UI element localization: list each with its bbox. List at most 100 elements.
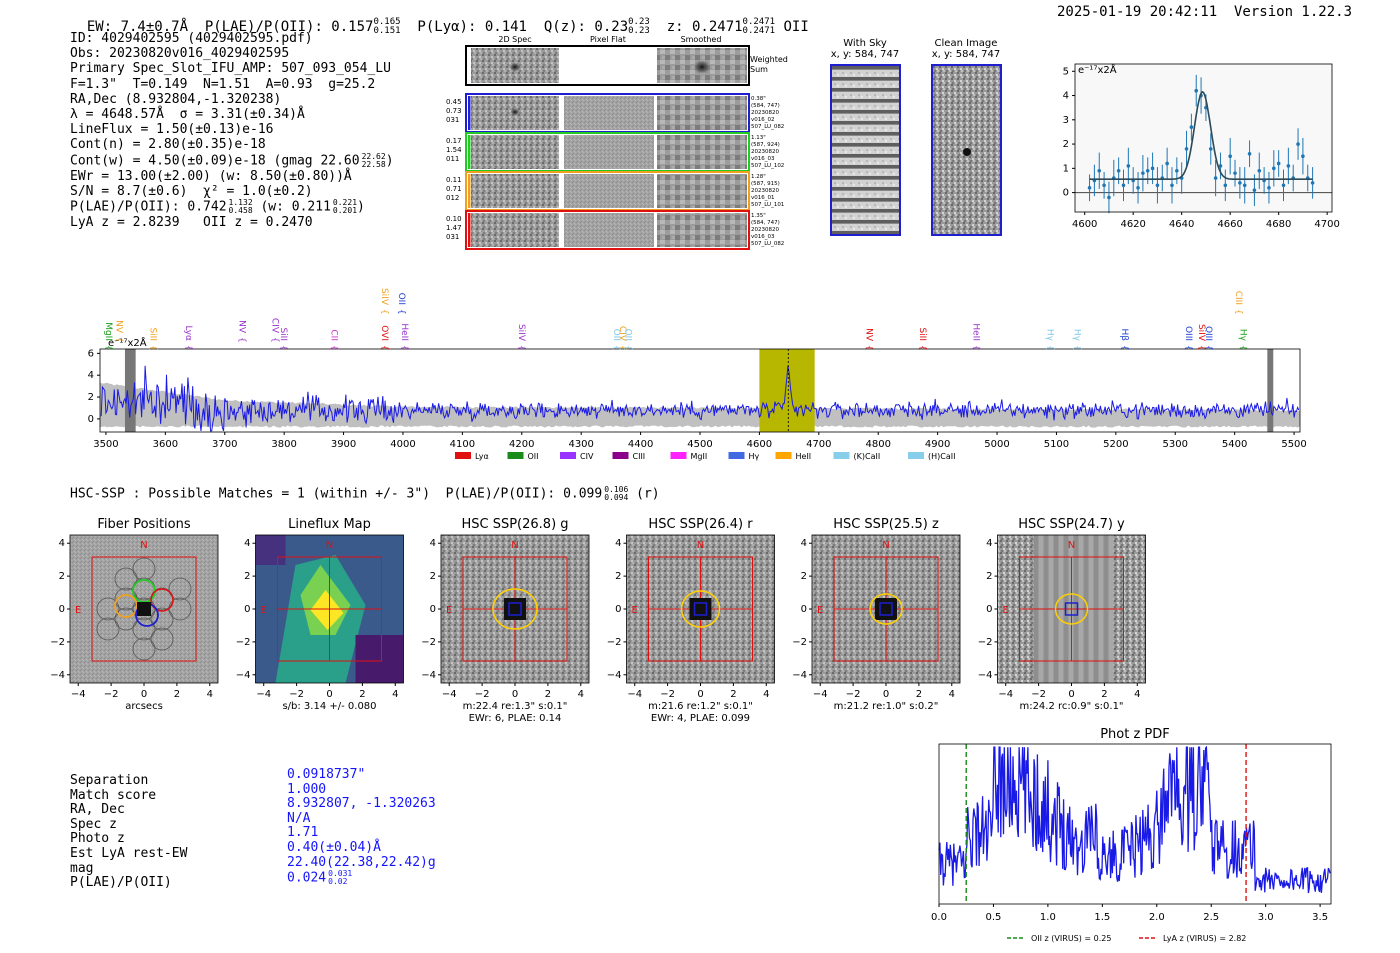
spectrum-line-bracket: { xyxy=(863,345,873,351)
compass-north: N xyxy=(882,540,889,551)
hsc-panel-title: HSC SSP(25.5) z xyxy=(833,517,939,532)
hsc-ytick-label: 0 xyxy=(801,604,807,615)
hsc-panel-title: HSC SSP(24.7) y xyxy=(1018,517,1125,532)
photz-title: Phot z PDF xyxy=(1100,727,1170,742)
fit-data-point xyxy=(1189,125,1194,129)
fit-data-point xyxy=(1116,168,1121,173)
fit-data-point xyxy=(1141,171,1145,175)
lineflux-map-peak xyxy=(310,590,344,630)
legend-label: OII xyxy=(528,452,539,461)
spectrum-xtick-label: 4100 xyxy=(450,439,475,450)
spectrum-line-bracket: { xyxy=(1238,345,1248,351)
legend-label: Lyα xyxy=(475,452,489,461)
cutout-pixelflat xyxy=(564,96,654,130)
fit-xtick-label: 4660 xyxy=(1217,219,1242,230)
hsc-xtick-label: −4 xyxy=(627,689,642,700)
fiber-circle xyxy=(150,627,174,651)
header-z-lo: 0.2471 xyxy=(742,26,776,36)
photz-xtick-label: 0.0 xyxy=(931,912,947,923)
match-value: N/A xyxy=(287,810,311,826)
info-radec: RA,Dec (8.932804,-1.320238) xyxy=(70,91,282,107)
fit-data-point xyxy=(1223,183,1228,188)
match-value: 8.932807, -1.320263 xyxy=(287,796,436,812)
hsc-xtick-label: 4 xyxy=(949,689,955,700)
fit-data-point xyxy=(1267,185,1271,190)
compass-north: N xyxy=(1068,540,1075,551)
cutout-row-left-label: 0.11 xyxy=(446,176,462,184)
clean-image-coords: x, y: 584, 747 xyxy=(931,49,1001,60)
hsc-ytick-label: 2 xyxy=(244,571,250,582)
spectrum-line-bracket: { xyxy=(147,345,157,351)
hsc-ytick-label: −2 xyxy=(236,637,251,648)
spectrum-line-label: OIII xyxy=(1183,326,1193,341)
spectrum-line-bracket: { xyxy=(114,337,124,343)
match-label: RA, Dec xyxy=(70,802,125,818)
match-value: 0.024 0.031 0.02 xyxy=(287,869,353,887)
spectrum-line-label: CIV xyxy=(617,326,627,342)
cutout-row-right-label: 507_LU_082 xyxy=(751,124,784,130)
photz-pdf-line xyxy=(938,745,1331,894)
info-lambda: λ = 4648.57Å σ = 3.31(±0.34)Å xyxy=(70,107,305,123)
hsc-xtick-label: 0 xyxy=(326,689,332,700)
hsc-ytick-label: 4 xyxy=(59,538,65,549)
info-plae-hi: 1.132 xyxy=(228,198,253,208)
legend-swatch xyxy=(455,452,471,459)
spectrum-line-bracket: { xyxy=(237,337,247,343)
spectrum-line-label: NV xyxy=(863,328,873,342)
spectrum-line-label: OIII xyxy=(1203,326,1213,341)
hsc-panel-title: HSC SSP(26.8) g xyxy=(461,517,568,532)
fit-data-point xyxy=(1218,164,1223,168)
cutout-pixelflat xyxy=(564,135,654,169)
fit-data-point xyxy=(1126,164,1131,168)
spectrum-xtick-label: 3700 xyxy=(212,439,237,450)
hsc-xtick-label: −4 xyxy=(256,689,271,700)
cutout-smoothed xyxy=(657,174,747,208)
hsc-xlabel: EWr: 4, PLAE: 0.099 xyxy=(651,713,750,724)
with-sky-label: With Sky xyxy=(843,38,887,49)
cutout-row-right-label: v016_03 xyxy=(751,234,775,240)
fit-ytick-label: 5 xyxy=(1063,66,1069,77)
hsc-xlabel: m:21.6 re:1.2" s:0.1" xyxy=(648,701,753,712)
hsc-xtick-label: 2 xyxy=(1101,689,1107,700)
hsc-ytick-label: −4 xyxy=(50,670,65,681)
fit-data-point xyxy=(1170,183,1174,188)
cutout-row-right-label: 20230820 xyxy=(751,188,779,194)
info-lineflux: LineFlux = 1.50(±0.13)e-16 xyxy=(70,122,274,138)
hsc-ytick-label: 0 xyxy=(986,604,992,615)
spectrum-line-label: CIII xyxy=(1233,291,1243,305)
fit-xtick-label: 4620 xyxy=(1120,219,1145,230)
spectrum-xtick-label: 4600 xyxy=(747,439,772,450)
hsc-panel: Lineflux Map N E −4 −4 −2 −2 0 0 2 2 4 4 s/b: 3.14 +/… xyxy=(236,517,404,712)
info-ewr: EWr = 13.00(±2.00) (w: 8.50(±0.80))Å xyxy=(70,168,352,184)
header-plya: P(Lyα): 0.141 xyxy=(417,19,527,35)
legend-swatch xyxy=(560,452,576,459)
spectrum-ytick-label: 4 xyxy=(88,370,94,381)
cutout-row-right-label: 1.28" xyxy=(751,174,766,180)
hsc-ytick-label: 4 xyxy=(244,538,250,549)
cutout-source xyxy=(510,108,520,116)
hsc-ytick-label: −4 xyxy=(236,670,251,681)
hsc-panel-title: HSC SSP(26.4) r xyxy=(648,517,753,532)
fit-data-point xyxy=(1238,181,1242,185)
fiber-circle xyxy=(96,597,120,621)
compass-north: N xyxy=(140,540,147,551)
compass-east: E xyxy=(1003,605,1009,616)
hsc-panel-title: Lineflux Map xyxy=(288,517,371,532)
legend-swatch xyxy=(833,452,850,459)
spectrum-line-bracket: { xyxy=(183,345,193,351)
hsc-match-box xyxy=(693,602,708,616)
hsc-xtick-label: 0 xyxy=(1068,689,1074,700)
spectrum-line-bracket: { xyxy=(278,345,288,351)
spectrum-line-bracket: { xyxy=(1045,345,1055,351)
hsc-ytick-label: 4 xyxy=(801,538,807,549)
spectrum-xtick-label: 4700 xyxy=(806,439,831,450)
fit-data-point xyxy=(1136,185,1140,190)
info-obs: Obs: 20230820v016_4029402595 xyxy=(70,46,290,62)
match-value: 1.000 xyxy=(287,781,327,797)
match-label: Photo z xyxy=(70,831,125,847)
cutout-row-right-label: 20230820 xyxy=(751,227,779,233)
fit-ytick-label: 2 xyxy=(1063,139,1069,150)
hsc-xtick-label: 2 xyxy=(545,689,551,700)
